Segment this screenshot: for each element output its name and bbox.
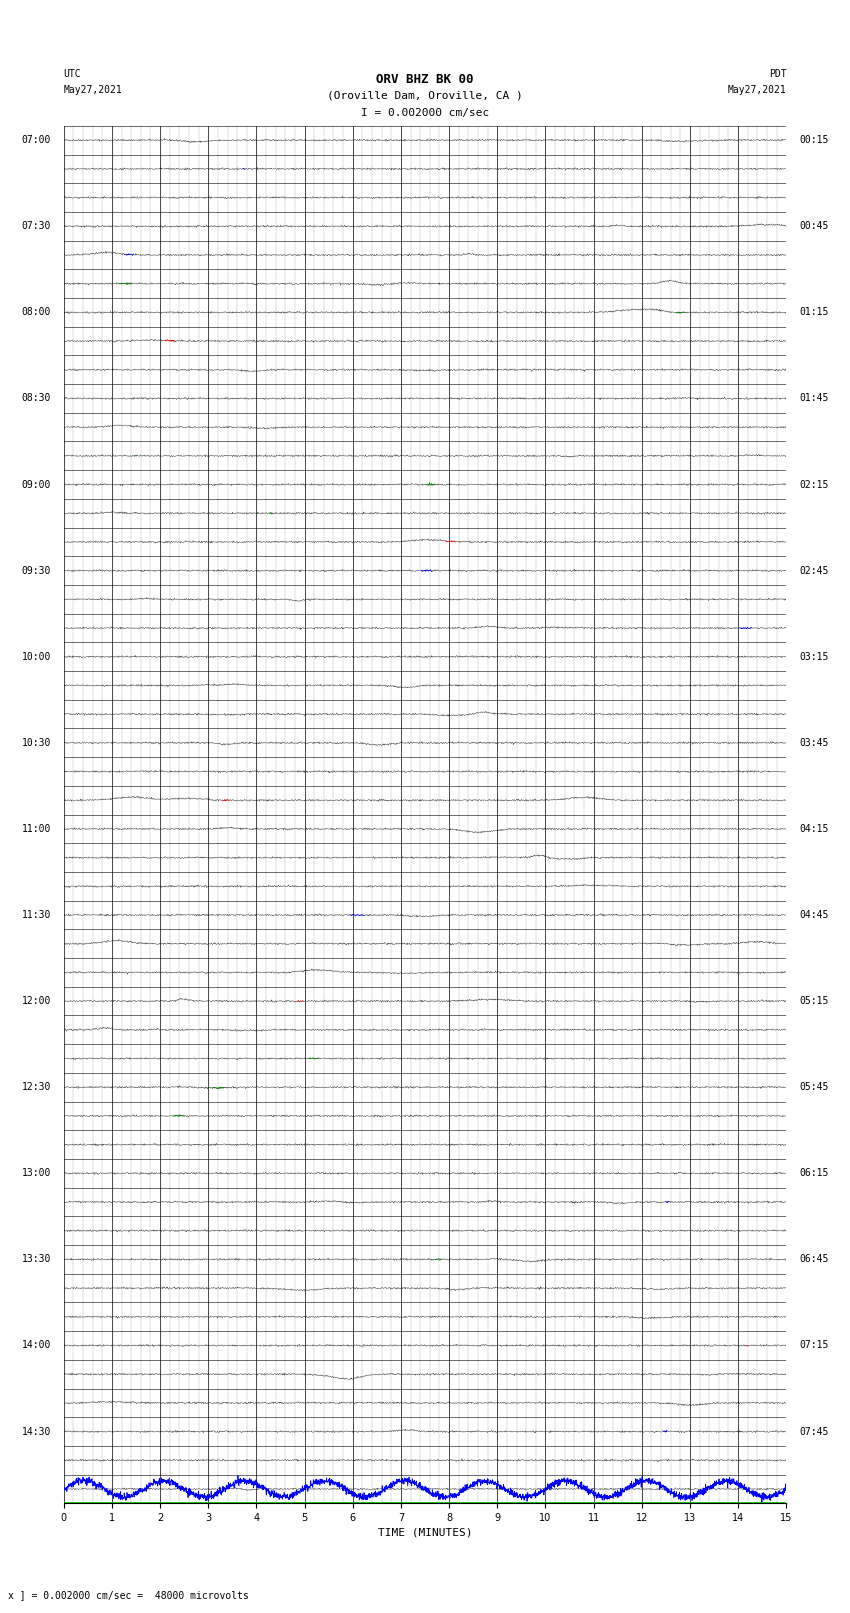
Text: 10:30: 10:30 bbox=[21, 737, 51, 748]
Text: 03:15: 03:15 bbox=[799, 652, 829, 661]
Text: 07:00: 07:00 bbox=[21, 135, 51, 145]
Text: 14:30: 14:30 bbox=[21, 1426, 51, 1437]
Text: PDT: PDT bbox=[768, 69, 786, 79]
Text: 10:00: 10:00 bbox=[21, 652, 51, 661]
Text: 12:30: 12:30 bbox=[21, 1082, 51, 1092]
Text: 05:15: 05:15 bbox=[799, 997, 829, 1007]
Text: 11:30: 11:30 bbox=[21, 910, 51, 919]
Text: 14:00: 14:00 bbox=[21, 1340, 51, 1350]
Text: (Oroville Dam, Oroville, CA ): (Oroville Dam, Oroville, CA ) bbox=[327, 90, 523, 100]
Text: 09:00: 09:00 bbox=[21, 479, 51, 489]
Text: I = 0.002000 cm/sec: I = 0.002000 cm/sec bbox=[361, 108, 489, 118]
Text: 00:15: 00:15 bbox=[799, 135, 829, 145]
Text: x ] = 0.002000 cm/sec =  48000 microvolts: x ] = 0.002000 cm/sec = 48000 microvolts bbox=[8, 1590, 249, 1600]
Text: 08:00: 08:00 bbox=[21, 308, 51, 318]
Text: 01:15: 01:15 bbox=[799, 308, 829, 318]
Text: 00:45: 00:45 bbox=[799, 221, 829, 231]
Text: 13:00: 13:00 bbox=[21, 1168, 51, 1177]
Text: 07:30: 07:30 bbox=[21, 221, 51, 231]
Text: 09:30: 09:30 bbox=[21, 566, 51, 576]
Text: 13:30: 13:30 bbox=[21, 1255, 51, 1265]
Text: 07:15: 07:15 bbox=[799, 1340, 829, 1350]
Text: 02:45: 02:45 bbox=[799, 566, 829, 576]
Text: 02:15: 02:15 bbox=[799, 479, 829, 489]
Text: 11:00: 11:00 bbox=[21, 824, 51, 834]
Text: 07:45: 07:45 bbox=[799, 1426, 829, 1437]
Text: May27,2021: May27,2021 bbox=[64, 85, 122, 95]
Text: 06:15: 06:15 bbox=[799, 1168, 829, 1177]
Text: 03:45: 03:45 bbox=[799, 737, 829, 748]
Text: 12:00: 12:00 bbox=[21, 997, 51, 1007]
Text: 06:45: 06:45 bbox=[799, 1255, 829, 1265]
Text: UTC: UTC bbox=[64, 69, 82, 79]
Text: 01:45: 01:45 bbox=[799, 394, 829, 403]
Text: 08:30: 08:30 bbox=[21, 394, 51, 403]
Text: 04:45: 04:45 bbox=[799, 910, 829, 919]
Text: ORV BHZ BK 00: ORV BHZ BK 00 bbox=[377, 73, 473, 85]
Text: 04:15: 04:15 bbox=[799, 824, 829, 834]
X-axis label: TIME (MINUTES): TIME (MINUTES) bbox=[377, 1528, 473, 1537]
Text: 05:45: 05:45 bbox=[799, 1082, 829, 1092]
Text: May27,2021: May27,2021 bbox=[728, 85, 786, 95]
